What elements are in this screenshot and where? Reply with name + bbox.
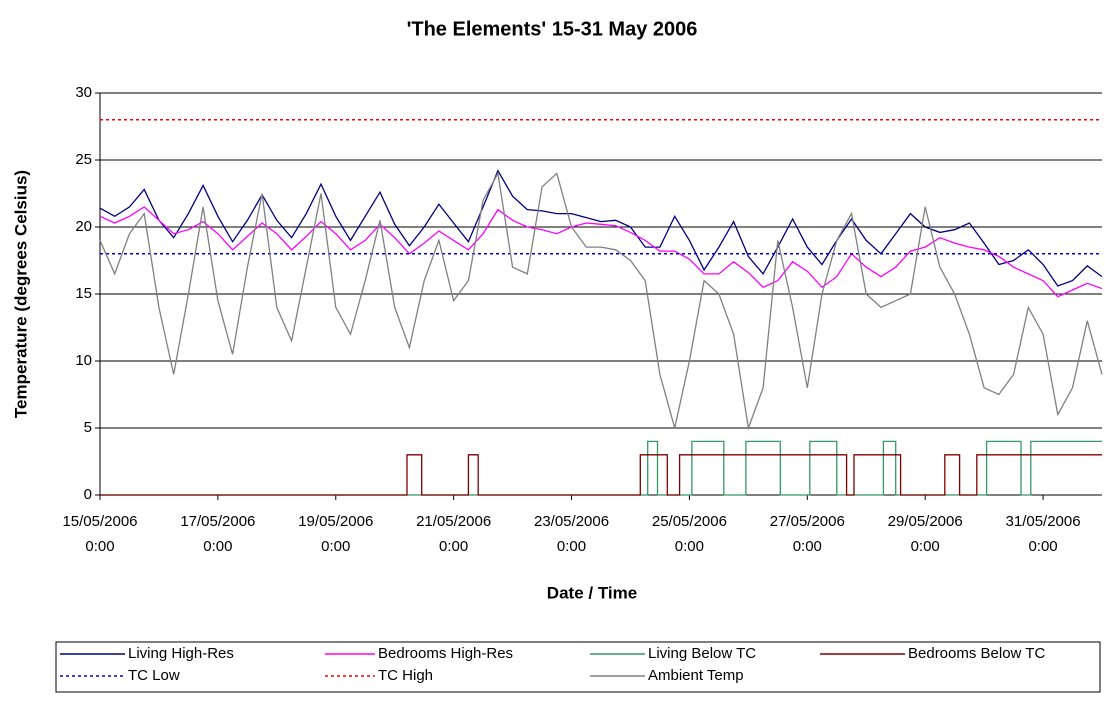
- legend-label: Living High-Res: [128, 645, 234, 662]
- y-tick-label: 20: [75, 218, 92, 235]
- y-tick-label: 15: [75, 285, 92, 302]
- y-tick-label: 10: [75, 352, 92, 369]
- x-tick-label: 15/05/2006 0:00: [62, 513, 137, 555]
- y-axis-label: Temperature (degrees Celsius): [11, 170, 30, 418]
- y-tick-label: 0: [84, 486, 92, 503]
- series-line: [100, 440, 1102, 496]
- legend-label: Living Below TC: [648, 645, 756, 662]
- y-tick-label: 30: [75, 84, 92, 101]
- series-line: [99, 171, 1103, 431]
- legend-label: Bedrooms Below TC: [908, 645, 1045, 662]
- legend-label: Bedrooms High-Res: [378, 645, 513, 662]
- x-tick-label: 29/05/2006 0:00: [888, 513, 963, 555]
- y-tick-label: 25: [75, 151, 92, 168]
- legend-label: TC Low: [128, 667, 180, 684]
- chart-title: 'The Elements' 15-31 May 2006: [407, 18, 698, 40]
- y-tick-label: 5: [84, 419, 92, 436]
- x-tick-label: 19/05/2006 0:00: [298, 513, 373, 555]
- legend-label: Ambient Temp: [648, 667, 744, 684]
- series-line: [100, 454, 1102, 496]
- x-tick-label: 27/05/2006 0:00: [770, 513, 845, 555]
- x-tick-label: 25/05/2006 0:00: [652, 513, 727, 555]
- x-tick-label: 17/05/2006 0:00: [180, 513, 255, 555]
- x-tick-label: 21/05/2006 0:00: [416, 513, 491, 555]
- series-line: [99, 169, 1103, 287]
- x-axis-label: Date / Time: [547, 583, 637, 602]
- x-tick-label: 31/05/2006 0:00: [1006, 513, 1081, 555]
- legend-label: TC High: [378, 667, 433, 684]
- legend-box: [55, 641, 1101, 693]
- x-tick-label: 23/05/2006 0:00: [534, 513, 609, 555]
